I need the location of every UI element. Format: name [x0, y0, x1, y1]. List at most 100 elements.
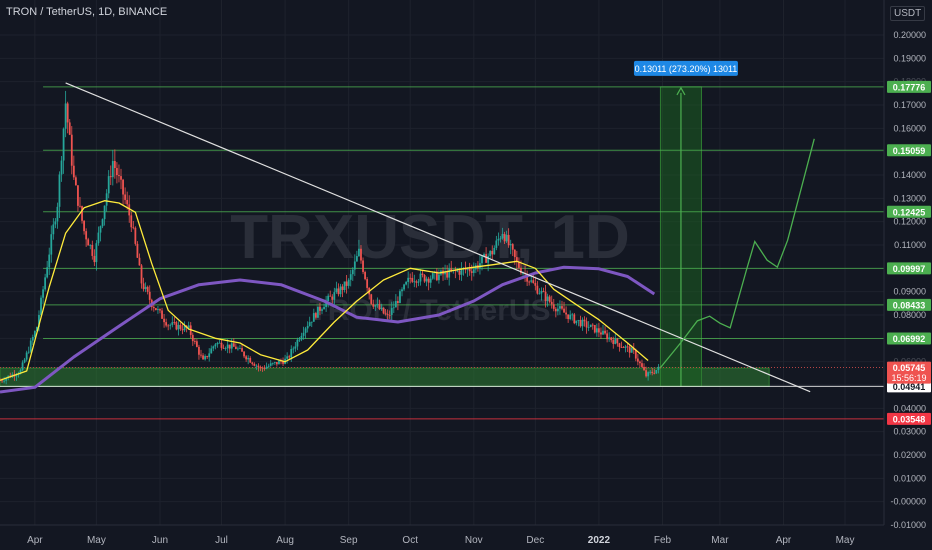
candle-body — [113, 161, 116, 169]
price-tick-label: 0.13000 — [893, 193, 926, 203]
candle-body — [222, 347, 225, 349]
candle-body — [187, 325, 190, 328]
candle-body — [491, 250, 494, 255]
candle-body — [81, 206, 83, 221]
candle-body — [530, 280, 533, 282]
candle-body — [267, 365, 270, 367]
symbol-title[interactable]: TRON / TetherUS, 1D, BINANCE — [6, 6, 168, 18]
currency-button[interactable]: USDT — [890, 6, 926, 21]
candle-body — [306, 325, 309, 329]
price-axis[interactable]: 0.200000.190000.180000.170000.160000.150… — [883, 0, 932, 550]
time-tick-label: Nov — [465, 535, 483, 546]
candle-body — [175, 322, 178, 330]
candle-body — [413, 281, 416, 283]
candle-body — [308, 322, 311, 326]
candle-body — [538, 293, 541, 295]
candle-body — [21, 362, 24, 370]
candle-body — [198, 346, 200, 355]
candle-body — [261, 367, 264, 369]
candle-body — [132, 227, 135, 229]
price-tick-label: 0.01000 — [893, 473, 926, 483]
candle-body — [470, 271, 473, 273]
candle-body — [511, 244, 514, 250]
candle-body — [218, 342, 221, 344]
candle-body — [349, 274, 352, 280]
candle-body — [321, 309, 323, 311]
candle-body — [370, 294, 373, 304]
candle-body — [628, 346, 631, 353]
time-tick-label: Aug — [276, 535, 294, 546]
time-tick-label: Feb — [654, 535, 672, 546]
candle-body — [126, 199, 129, 205]
candle-body — [479, 263, 481, 269]
candle-body — [353, 261, 356, 270]
candle-body — [60, 160, 63, 175]
current-price-tag: 0.05745 — [893, 363, 926, 373]
candle-body — [243, 351, 245, 357]
candle-body — [239, 348, 241, 349]
candle-body — [136, 243, 139, 258]
candle-body — [407, 277, 410, 282]
price-level-tag-bg — [887, 332, 931, 345]
candle-body — [513, 249, 516, 258]
candle-body — [616, 338, 619, 344]
candle-body — [278, 360, 280, 365]
candle-body — [376, 304, 379, 305]
candle-body — [317, 306, 319, 318]
candle-body — [487, 255, 490, 263]
candle-body — [520, 267, 522, 274]
candle-body — [411, 277, 414, 282]
candle-body — [292, 348, 295, 350]
candle-body — [204, 356, 207, 360]
candle-body — [366, 279, 369, 288]
candle-body — [526, 273, 529, 282]
candle-body — [481, 256, 483, 264]
candle-body — [337, 288, 340, 295]
candle-body — [446, 271, 449, 278]
candle-body — [351, 269, 354, 275]
candle-body — [124, 194, 127, 200]
price-tick-label: -0.00000 — [890, 497, 926, 507]
candle-body — [645, 370, 647, 377]
candle-body — [134, 227, 137, 244]
candle-body — [579, 320, 582, 327]
candle-body — [409, 277, 412, 279]
candle-body — [241, 348, 243, 352]
candle-body — [647, 372, 650, 377]
candle-body — [50, 234, 53, 255]
candle-body — [300, 335, 303, 340]
price-level-tag: 0.17776 — [893, 82, 926, 92]
candle-body — [339, 286, 342, 295]
candle-body — [101, 219, 104, 227]
candle-body — [515, 257, 518, 262]
candle-body — [99, 226, 102, 233]
candle-body — [571, 314, 574, 316]
candle-body — [79, 205, 81, 207]
candle-body — [595, 328, 598, 333]
candle-body — [259, 367, 262, 368]
time-tick-label: Jul — [215, 535, 228, 546]
candle-body — [1, 380, 3, 382]
candle-body — [159, 309, 161, 311]
candle-body — [606, 333, 609, 340]
candle-body — [464, 268, 467, 270]
candle-body — [600, 332, 602, 335]
candle-body — [372, 303, 375, 307]
candle-body — [567, 314, 570, 320]
candle-body — [298, 339, 301, 341]
candle-body — [116, 168, 118, 176]
candle-body — [44, 277, 47, 290]
candle-body — [415, 281, 418, 283]
candle-body — [140, 265, 143, 284]
candle-body — [435, 271, 438, 281]
price-level-tag-bg — [887, 298, 931, 311]
price-level-tag-bg — [887, 80, 931, 93]
candle-body — [405, 281, 408, 285]
candle-body — [181, 328, 184, 331]
candle-body — [169, 324, 172, 326]
candle-body — [138, 257, 141, 266]
time-axis[interactable]: Apr May Jun Jul Aug Sep Oct Nov Dec 2022 Feb Mar Apr… — [0, 524, 884, 550]
candle-body — [425, 278, 428, 282]
candle-body — [83, 220, 85, 232]
